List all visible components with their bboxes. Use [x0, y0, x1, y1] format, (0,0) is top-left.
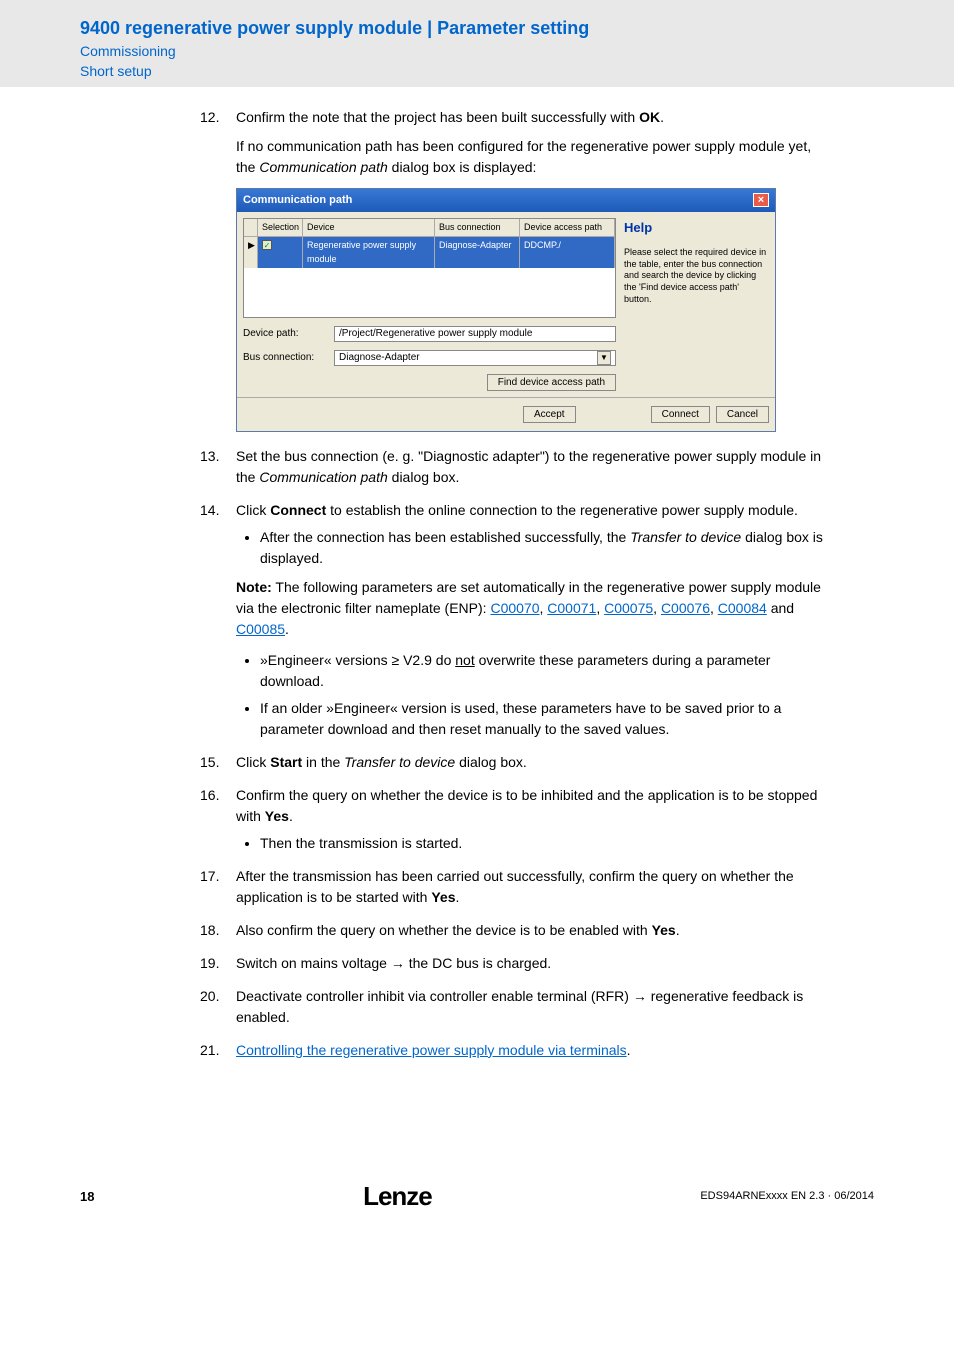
lenze-logo: Lenze [363, 1181, 432, 1212]
link-c00085[interactable]: C00085 [236, 621, 285, 637]
close-icon[interactable]: × [753, 193, 769, 207]
step-14-sub2: »Engineer« versions ≥ V2.9 do not overwr… [260, 650, 834, 692]
dialog-titlebar: Communication path × [237, 189, 775, 212]
cancel-button[interactable]: Cancel [716, 406, 769, 423]
step-12-para: If no communication path has been config… [236, 136, 834, 178]
device-path-input[interactable]: /Project/Regenerative power supply modul… [334, 326, 616, 342]
header-sub2: Short setup [80, 63, 954, 79]
help-pane: Help Please select the required device i… [624, 218, 769, 391]
grid-row-selected[interactable]: ▶ ✓ Regenerative power supply module Dia… [244, 237, 615, 268]
step-21: Controlling the regenerative power suppl… [200, 1040, 834, 1061]
dialog-left-pane: Selection Device Bus connection Device a… [243, 218, 616, 391]
step-16-sub: Then the transmission is started. [260, 833, 834, 854]
col-bus: Bus connection [435, 219, 520, 237]
step-16: Confirm the query on whether the device … [200, 785, 834, 854]
connect-button[interactable]: Connect [651, 406, 710, 423]
accept-button[interactable]: Accept [523, 406, 576, 423]
find-device-button[interactable]: Find device access path [487, 374, 616, 391]
device-grid: Selection Device Bus connection Device a… [243, 218, 616, 318]
step-19: Switch on mains voltage → the DC bus is … [200, 953, 834, 974]
main-content: Confirm the note that the project has be… [0, 107, 954, 1061]
link-c00075[interactable]: C00075 [604, 600, 653, 616]
bus-connection-row: Bus connection: Diagnose-Adapter ▼ [243, 350, 616, 366]
bus-conn-label: Bus connection: [243, 350, 328, 365]
chevron-down-icon[interactable]: ▼ [597, 351, 611, 365]
comm-path-dialog: Communication path × Selection Device Bu… [236, 188, 776, 432]
step-13: Set the bus connection (e. g. "Diagnosti… [200, 446, 834, 488]
link-c00070[interactable]: C00070 [490, 600, 539, 616]
header-sub1: Commissioning [80, 43, 954, 59]
device-path-label: Device path: [243, 326, 328, 341]
header-title: 9400 regenerative power supply module | … [80, 18, 954, 39]
step-14-sub3: If an older »Engineer« version is used, … [260, 698, 834, 740]
col-device: Device [303, 219, 435, 237]
step-list: Confirm the note that the project has be… [200, 107, 834, 1061]
row-device: Regenerative power supply module [303, 237, 435, 268]
dialog-title-text: Communication path [243, 192, 352, 209]
checkbox-icon[interactable]: ✓ [262, 240, 272, 250]
grid-header: Selection Device Bus connection Device a… [244, 219, 615, 238]
page-number: 18 [80, 1189, 94, 1204]
page-footer: 18 Lenze EDS94ARNExxxx EN 2.3 · 06/2014 [0, 1181, 954, 1212]
link-c00084[interactable]: C00084 [718, 600, 767, 616]
help-text: Please select the required device in the… [624, 247, 769, 305]
help-title: Help [624, 218, 769, 238]
step-12: Confirm the note that the project has be… [200, 107, 834, 432]
dialog-footer: Accept Connect Cancel [237, 397, 775, 431]
page-header: 9400 regenerative power supply module | … [0, 0, 954, 87]
step-14-note: Note: The following parameters are set a… [236, 577, 834, 640]
link-c00076[interactable]: C00076 [661, 600, 710, 616]
row-bus: Diagnose-Adapter [435, 237, 520, 268]
step-15: Click Start in the Transfer to device di… [200, 752, 834, 773]
col-selection: Selection [258, 219, 303, 237]
row-path: DDCMP./ [520, 237, 615, 268]
doc-id: EDS94ARNExxxx EN 2.3 · 06/2014 [700, 1190, 874, 1202]
link-c00071[interactable]: C00071 [547, 600, 596, 616]
step-18: Also confirm the query on whether the de… [200, 920, 834, 941]
device-path-row: Device path: /Project/Regenerative power… [243, 326, 616, 342]
col-path: Device access path [520, 219, 615, 237]
step-17: After the transmission has been carried … [200, 866, 834, 908]
step-14: Click Connect to establish the online co… [200, 500, 834, 740]
step-20: Deactivate controller inhibit via contro… [200, 986, 834, 1028]
link-controlling[interactable]: Controlling the regenerative power suppl… [236, 1042, 627, 1058]
bus-conn-select[interactable]: Diagnose-Adapter ▼ [334, 350, 616, 366]
step-14-sub1: After the connection has been establishe… [260, 527, 834, 569]
